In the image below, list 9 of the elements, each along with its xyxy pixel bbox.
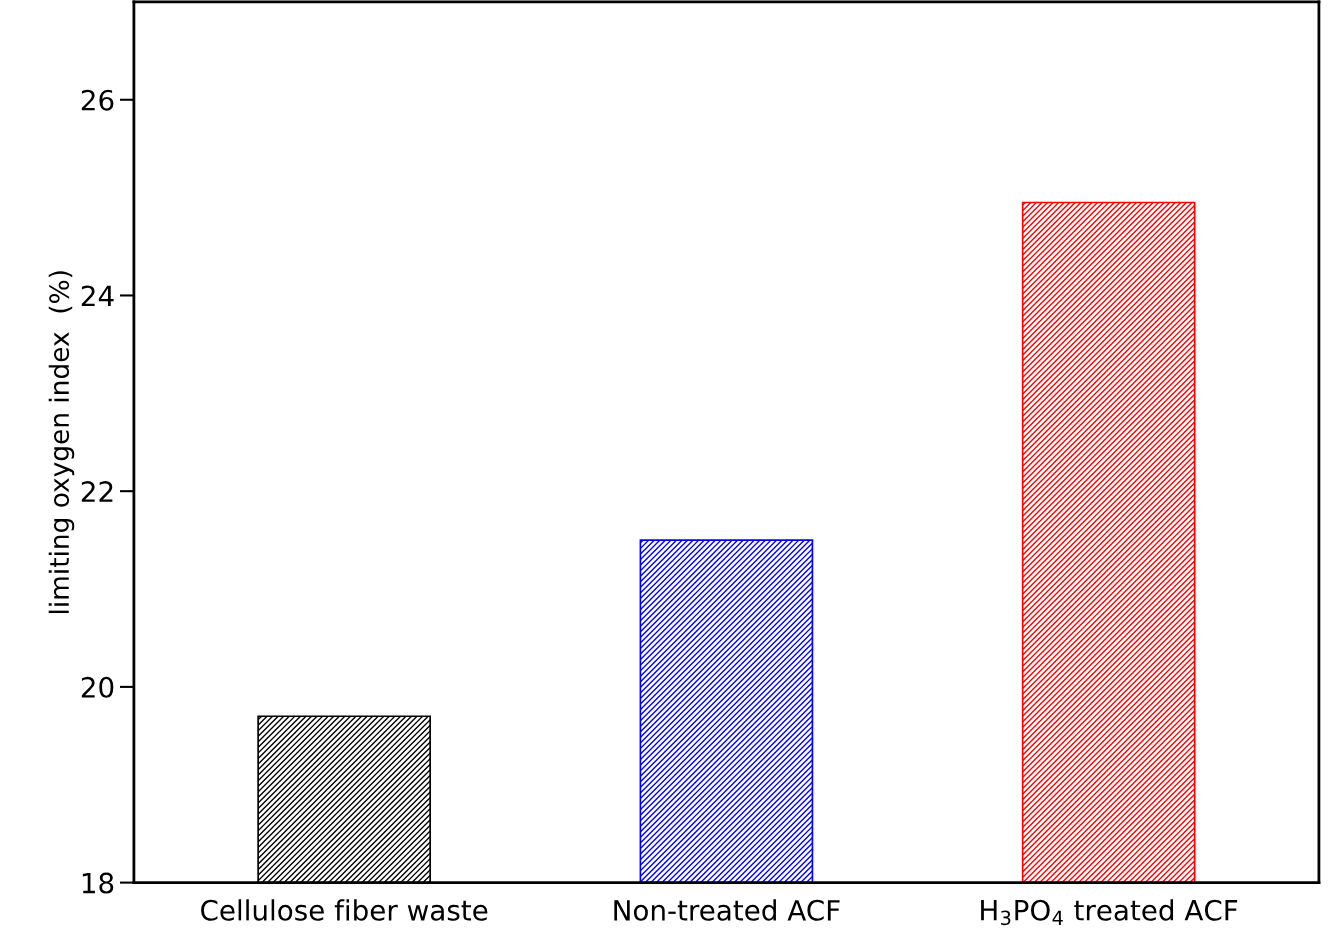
y-axis-title: limiting oxygen index (%) <box>48 271 75 614</box>
y-tick-label: 26 <box>81 89 114 111</box>
y-tick-label: 20 <box>81 676 114 698</box>
y-tick-label: 24 <box>81 285 114 307</box>
y-tick-label: 22 <box>81 481 113 502</box>
x-tick-label: Cellulose fiber waste <box>201 899 488 921</box>
y-tick-label: 18 <box>82 872 114 894</box>
x-tick-label: Non-treated ACF <box>614 899 840 921</box>
x-tick-label: H$_{3}$PO$_{4}$ treated ACF <box>981 899 1238 926</box>
